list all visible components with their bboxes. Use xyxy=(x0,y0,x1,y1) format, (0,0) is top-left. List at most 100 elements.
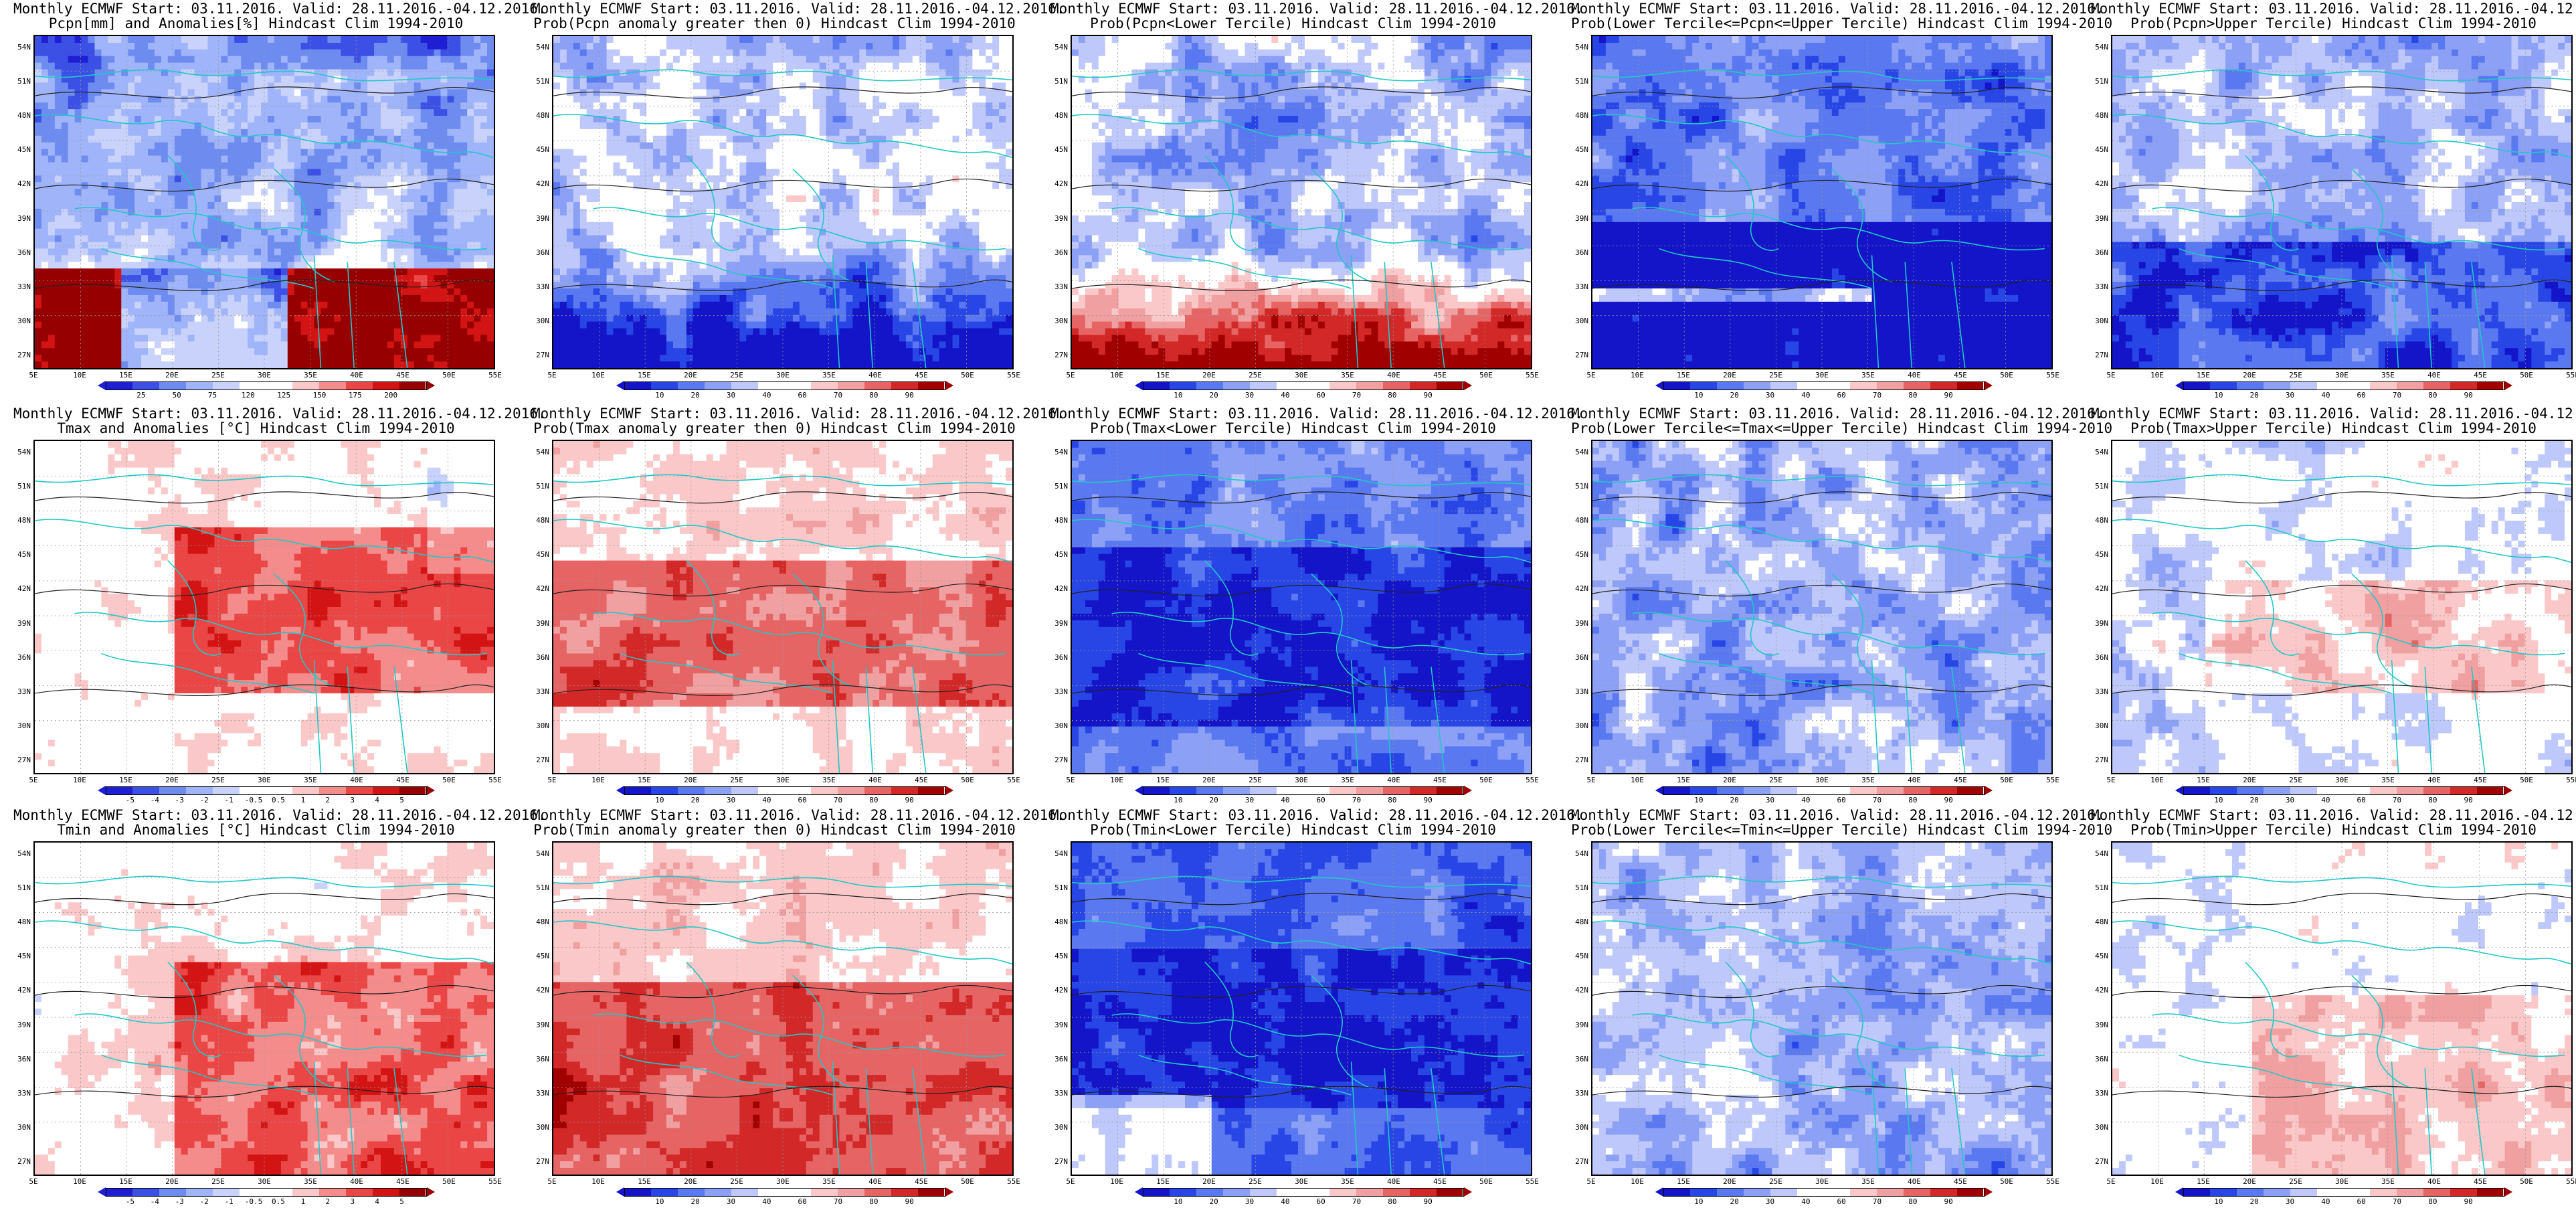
latitude-label: 36N xyxy=(2082,248,2108,257)
colorbar-arrow-right xyxy=(1985,786,1993,795)
longitude-label: 5E xyxy=(2098,776,2124,784)
colorbar-tick-label: -4 xyxy=(141,796,168,804)
colorbar-segment xyxy=(186,382,213,390)
map-panel: Monthly ECMWF Start: 03.11.2016. Valid: … xyxy=(2091,405,2576,806)
longitude-label: 25E xyxy=(2282,371,2309,379)
longitude-label: 15E xyxy=(2190,371,2217,379)
longitude-label: 30E xyxy=(2328,371,2355,379)
probability-field xyxy=(35,441,494,773)
latitude-label: 48N xyxy=(1041,918,1068,926)
latitude-label: 30N xyxy=(1562,721,1588,730)
forecast-map xyxy=(2111,440,2573,774)
longitude-label: 25E xyxy=(2282,776,2309,784)
colorbar-segment xyxy=(784,382,811,390)
longitude-label: 40E xyxy=(862,776,889,784)
longitude-label: 20E xyxy=(1196,776,1222,784)
longitude-label: 15E xyxy=(631,371,658,379)
colorbar-segment xyxy=(1170,382,1196,390)
colorbar-tick-label: 20 xyxy=(1721,391,1748,400)
latitude-label: 27N xyxy=(4,1157,31,1166)
colorbar-tick-label: 150 xyxy=(306,391,333,400)
probability-field xyxy=(553,36,1012,368)
colorbar-tick-label: 80 xyxy=(860,391,887,400)
colorbar-tick-label: 1 xyxy=(290,796,316,804)
colorbar-tick-label: 80 xyxy=(1900,796,1926,804)
map-panel: Monthly ECMWF Start: 03.11.2016. Valid: … xyxy=(13,806,498,1208)
longitude-label: 35E xyxy=(1855,371,1881,379)
colorbar-segment xyxy=(2210,787,2237,794)
map-panel: Monthly ECMWF Start: 03.11.2016. Valid: … xyxy=(532,806,1017,1208)
colorbar-segment xyxy=(292,1189,319,1196)
latitude-label: 30N xyxy=(523,1123,549,1132)
colorbar-segment xyxy=(651,787,678,794)
panel-subtitle: Prob(Lower Tercile<=Pcpn<=Upper Tercile)… xyxy=(1571,16,2056,31)
longitude-label: 40E xyxy=(1380,1177,1407,1186)
longitude-label: 20E xyxy=(1716,1177,1743,1186)
panel-title: Monthly ECMWF Start: 03.11.2016. Valid: … xyxy=(532,1,1017,16)
colorbar-tick-label: 25 xyxy=(128,391,155,400)
colorbar-segment xyxy=(1664,382,1691,390)
longitude-label: 35E xyxy=(297,776,324,784)
colorbar-segment xyxy=(1850,382,1877,390)
colorbar-arrow-left xyxy=(1135,381,1143,390)
latitude-label: 42N xyxy=(1041,179,1068,188)
colorbar-tick-label: -3 xyxy=(166,796,193,804)
colorbar-segment xyxy=(2450,787,2477,794)
colorbar-tick-label: 20 xyxy=(682,796,709,804)
longitude-label: 5E xyxy=(1057,1177,1084,1186)
colorbar-tick-label: 20 xyxy=(2241,1197,2268,1206)
colorbar-tick-label: 2 xyxy=(314,1197,341,1206)
colorbar-tick-label: 50 xyxy=(163,391,190,400)
longitude-label: 5E xyxy=(20,776,47,784)
latitude-label: 39N xyxy=(1562,1021,1588,1029)
colorbar-tick-label: 90 xyxy=(896,1197,923,1206)
latitude-label: 39N xyxy=(523,619,549,628)
longitude-label: 35E xyxy=(816,1177,842,1186)
colorbar-tick-label: 80 xyxy=(860,1197,887,1206)
latitude-label: 42N xyxy=(1562,584,1588,593)
longitude-label: 30E xyxy=(769,371,796,379)
colorbar-segment xyxy=(1303,787,1329,794)
colorbar-tick-label: 3 xyxy=(339,796,366,804)
colorbar-tick-label: 70 xyxy=(2384,796,2411,804)
latitude-label: 51N xyxy=(4,482,31,491)
longitude-label: 50E xyxy=(1993,371,2020,379)
panel-title: Monthly ECMWF Start: 03.11.2016. Valid: … xyxy=(1050,406,1536,421)
longitude-label: 15E xyxy=(1670,371,1697,379)
colorbar-segment xyxy=(1223,382,1250,390)
latitude-label: 33N xyxy=(523,282,549,291)
longitude-label: 10E xyxy=(1103,776,1130,784)
colorbar-tick-label: 30 xyxy=(1236,796,1263,804)
longitude-label: 10E xyxy=(1103,371,1130,379)
panel-title: Monthly ECMWF Start: 03.11.2016. Valid: … xyxy=(1571,808,2056,823)
longitude-label: 45E xyxy=(1427,776,1453,784)
longitude-label: 5E xyxy=(20,371,47,379)
colorbar-segment xyxy=(1877,382,1904,390)
longitude-label: 5E xyxy=(1057,776,1084,784)
colorbar-segment xyxy=(1277,787,1303,794)
colorbar-segment xyxy=(918,1189,945,1196)
panel-title: Monthly ECMWF Start: 03.11.2016. Valid: … xyxy=(1571,1,2056,16)
colorbar-tick-label: 40 xyxy=(1792,796,1819,804)
colorbar xyxy=(2183,381,2504,390)
colorbar-arrow-left xyxy=(1655,786,1663,795)
latitude-label: 36N xyxy=(2082,653,2108,662)
colorbar-segment xyxy=(1797,1189,1824,1196)
latitude-label: 45N xyxy=(4,952,31,960)
colorbar-tick-label: 30 xyxy=(718,1197,745,1206)
latitude-label: 54N xyxy=(1041,43,1068,52)
latitude-label: 54N xyxy=(523,448,549,456)
colorbar-tick-label: 40 xyxy=(1272,796,1299,804)
colorbar-segment xyxy=(213,1189,240,1196)
colorbar-segment xyxy=(2290,787,2317,794)
longitude-label: 50E xyxy=(1993,1177,2020,1186)
longitude-label: 25E xyxy=(1242,776,1269,784)
longitude-label: 25E xyxy=(1762,371,1789,379)
latitude-label: 30N xyxy=(523,721,549,730)
colorbar-segment xyxy=(2423,1189,2450,1196)
colorbar-tick-label: 40 xyxy=(1792,1197,1819,1206)
colorbar-arrow-right xyxy=(1985,1187,1993,1197)
colorbar-tick-label: 10 xyxy=(2205,1197,2232,1206)
latitude-label: 33N xyxy=(4,1089,31,1098)
longitude-label: 50E xyxy=(954,1177,981,1186)
